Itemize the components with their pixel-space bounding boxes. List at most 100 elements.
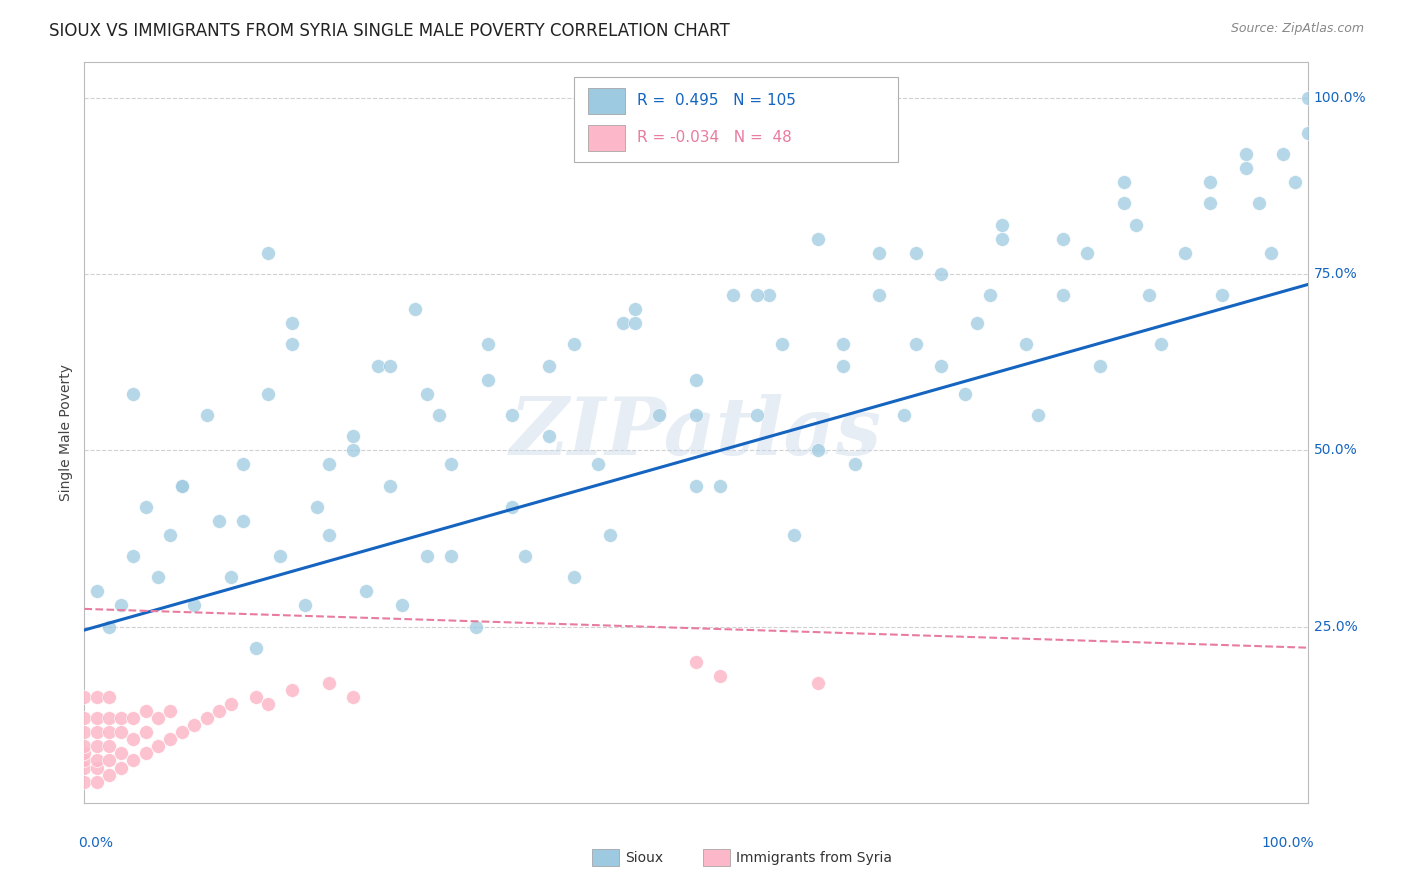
Point	[195, 711, 218, 725]
Point	[97, 754, 120, 768]
Point	[502, 500, 524, 514]
Point	[135, 747, 157, 761]
Point	[502, 408, 524, 422]
Point	[844, 458, 866, 472]
Point	[208, 514, 231, 528]
Point	[146, 570, 169, 584]
Point	[979, 288, 1001, 302]
Point	[135, 725, 157, 739]
Point	[86, 739, 108, 754]
Point	[232, 458, 254, 472]
Point	[86, 725, 108, 739]
Point	[1174, 245, 1197, 260]
Point	[159, 732, 181, 747]
Point	[342, 690, 364, 704]
Point	[305, 500, 328, 514]
Point	[991, 218, 1014, 232]
Point	[97, 619, 120, 633]
Point	[612, 316, 634, 330]
Point	[1114, 196, 1136, 211]
FancyBboxPatch shape	[592, 849, 619, 866]
Point	[807, 676, 830, 690]
Point	[269, 549, 291, 563]
Point	[538, 429, 561, 443]
Text: R =  0.495   N = 105: R = 0.495 N = 105	[637, 94, 796, 109]
Point	[122, 549, 145, 563]
Point	[893, 408, 915, 422]
Point	[318, 458, 340, 472]
Text: 25.0%: 25.0%	[1313, 620, 1357, 633]
Point	[97, 690, 120, 704]
Point	[464, 619, 486, 633]
Point	[1088, 359, 1111, 373]
Point	[1260, 245, 1282, 260]
Point	[245, 640, 267, 655]
Point	[966, 316, 988, 330]
Point	[257, 387, 280, 401]
Point	[146, 711, 169, 725]
Point	[709, 669, 731, 683]
Point	[427, 408, 450, 422]
Y-axis label: Single Male Poverty: Single Male Poverty	[59, 364, 73, 501]
Point	[97, 725, 120, 739]
Point	[416, 387, 439, 401]
Point	[257, 245, 280, 260]
Point	[183, 599, 205, 613]
Text: Immigrants from Syria: Immigrants from Syria	[737, 851, 893, 864]
Point	[1236, 161, 1258, 176]
Point	[208, 704, 231, 718]
Point	[159, 704, 181, 718]
Point	[73, 739, 96, 754]
Point	[245, 690, 267, 704]
Point	[219, 697, 242, 711]
Point	[1296, 91, 1319, 105]
Point	[1125, 218, 1147, 232]
FancyBboxPatch shape	[574, 78, 898, 162]
Point	[685, 478, 707, 492]
Point	[869, 245, 891, 260]
Point	[404, 302, 426, 317]
Point	[905, 245, 928, 260]
Point	[538, 359, 561, 373]
Point	[183, 718, 205, 732]
Point	[1247, 196, 1270, 211]
Text: 75.0%: 75.0%	[1313, 267, 1357, 281]
Text: SIOUX VS IMMIGRANTS FROM SYRIA SINGLE MALE POVERTY CORRELATION CHART: SIOUX VS IMMIGRANTS FROM SYRIA SINGLE MA…	[49, 22, 730, 40]
Point	[1015, 337, 1038, 351]
Point	[122, 732, 145, 747]
Point	[97, 739, 120, 754]
Point	[586, 458, 609, 472]
Point	[367, 359, 389, 373]
Point	[758, 288, 780, 302]
Point	[1150, 337, 1173, 351]
Point	[440, 458, 463, 472]
Point	[1076, 245, 1098, 260]
Text: R = -0.034   N =  48: R = -0.034 N = 48	[637, 130, 792, 145]
Point	[122, 711, 145, 725]
Point	[146, 739, 169, 754]
Text: Source: ZipAtlas.com: Source: ZipAtlas.com	[1230, 22, 1364, 36]
Point	[342, 443, 364, 458]
Point	[477, 373, 499, 387]
Point	[685, 373, 707, 387]
Point	[110, 725, 132, 739]
Point	[172, 725, 194, 739]
Text: 100.0%: 100.0%	[1261, 836, 1313, 850]
Point	[122, 387, 145, 401]
Point	[869, 288, 891, 302]
Point	[807, 232, 830, 246]
Point	[709, 478, 731, 492]
Point	[1284, 175, 1306, 189]
Point	[416, 549, 439, 563]
Point	[1198, 175, 1220, 189]
Point	[110, 711, 132, 725]
Point	[159, 528, 181, 542]
Point	[1272, 147, 1295, 161]
Point	[97, 767, 120, 781]
Point	[747, 408, 769, 422]
Point	[953, 387, 976, 401]
Text: 100.0%: 100.0%	[1313, 91, 1367, 104]
Point	[562, 337, 585, 351]
Point	[110, 599, 132, 613]
Point	[1052, 288, 1074, 302]
